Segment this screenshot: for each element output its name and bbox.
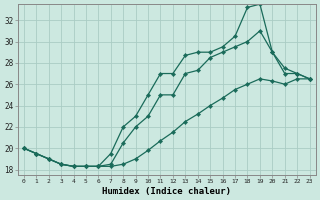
X-axis label: Humidex (Indice chaleur): Humidex (Indice chaleur) [102,187,231,196]
